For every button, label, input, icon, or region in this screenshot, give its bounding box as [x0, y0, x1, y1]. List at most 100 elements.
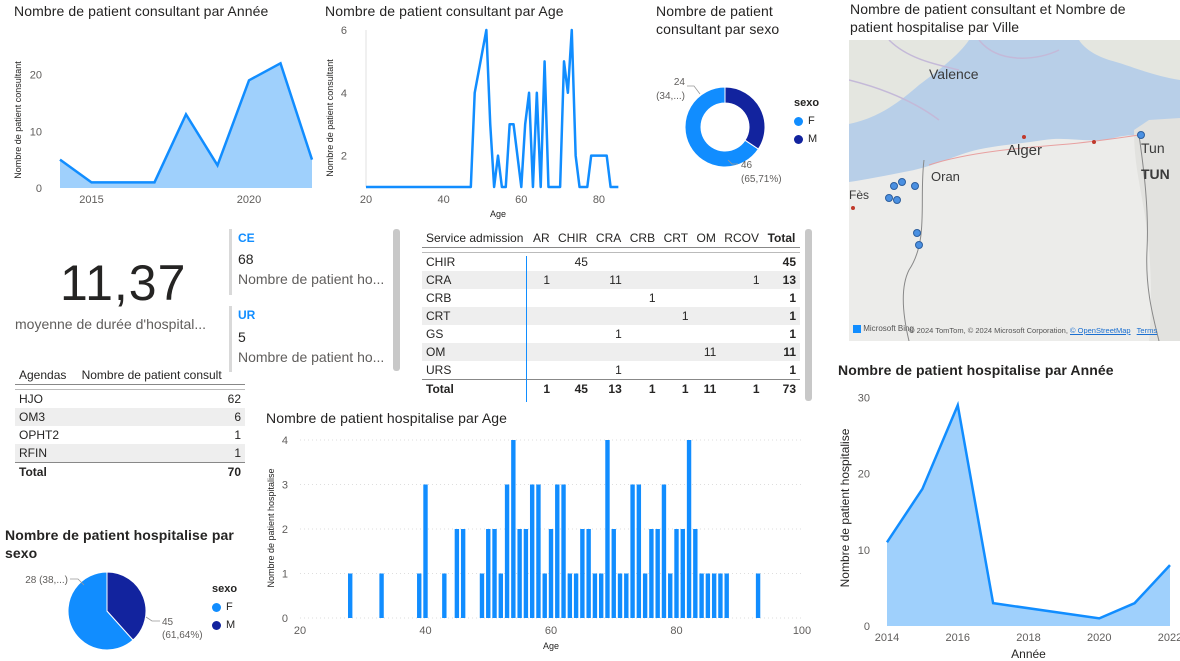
chart-title-hosp-age: Nombre de patient hospitalise par Age: [266, 410, 508, 426]
map-bubbles[interactable]: [849, 40, 1180, 341]
legend-label-m: M: [808, 133, 818, 145]
matrix-column-header[interactable]: RCOV: [724, 231, 759, 245]
data-label: (34,...): [656, 91, 685, 102]
leader-line: [145, 616, 160, 622]
tick-label: 40: [438, 194, 450, 206]
table-row[interactable]: OM 11 11: [422, 343, 800, 361]
table-row[interactable]: OM3 6: [15, 408, 245, 426]
matrix-cell: [626, 253, 660, 272]
matrix-column-header[interactable]: Total: [767, 231, 796, 245]
matrix-total-cell: 1: [543, 382, 551, 396]
bar: [498, 573, 503, 618]
bar: [580, 529, 585, 618]
tick-label: 60: [545, 625, 557, 637]
card-value-ce: 68: [238, 251, 254, 267]
axis-title: Nombre de patient consultant: [13, 61, 23, 179]
matrix-cell: [693, 325, 721, 343]
agendas-header[interactable]: Nombre de patient consult: [81, 368, 222, 382]
matrix-column-header[interactable]: CHIR: [558, 231, 588, 245]
tick-label: 2: [341, 151, 347, 163]
matrix-cell: 1: [789, 291, 796, 305]
matrix-column-header[interactable]: CRB: [629, 231, 656, 245]
hosp-age-bar-chart[interactable]: 0 1 2 3 4 20 40 60 80 100 Age Nombre de patient hos…: [262, 428, 812, 658]
table-row[interactable]: CRB 1 1: [422, 289, 800, 307]
bar: [674, 529, 679, 618]
matrix-cell: [529, 361, 554, 380]
bar: [573, 573, 579, 618]
matrix-cell: [659, 271, 693, 289]
matrix-cell: 1: [789, 363, 796, 377]
hosp-annee-area-chart[interactable]: 0 10 20 30 2014 2016 2018 2020 2022 Année Nombre d…: [834, 380, 1180, 661]
matrix-cell: [554, 271, 592, 289]
matrix-column-header[interactable]: CRA: [595, 231, 622, 245]
bar: [724, 573, 729, 618]
matrix-cell: [529, 325, 554, 343]
matrix-row-header: GS: [426, 327, 444, 341]
table-row[interactable]: GS 1 1: [422, 325, 800, 343]
cards-scrollbar[interactable]: [393, 229, 400, 371]
matrix-cell: 1: [763, 307, 800, 325]
table-row[interactable]: CHIR 45 45: [422, 253, 800, 272]
service-admission-matrix: Service admission AR CHIR CRA CRB CRT OM RCOV To…: [422, 229, 800, 398]
axis-title: Nombre de patient consultant: [325, 59, 335, 177]
matrix-row-header: URS: [426, 363, 452, 377]
matrix-column-header[interactable]: AR: [532, 231, 550, 245]
bar: [442, 573, 447, 618]
table-row[interactable]: CRA 1 11 1 13: [422, 271, 800, 289]
map-city-label: Tun: [1141, 140, 1165, 156]
legend-dot-f: [794, 116, 803, 126]
terms-link[interactable]: Terms: [1136, 326, 1158, 335]
chart-title-map: Nombre de patient consultant et Nombre d…: [850, 1, 1126, 35]
axis-title: Nombre de patient hospitalise: [838, 428, 852, 587]
matrix-cell: [720, 253, 763, 272]
tick-label: 20: [30, 70, 42, 82]
leader-line: [727, 159, 738, 165]
pie-slice: [724, 86, 766, 150]
legend-item-f[interactable]: F: [212, 601, 237, 613]
map-bubble: [911, 182, 919, 190]
bar: [479, 573, 485, 618]
legend-item-m[interactable]: M: [794, 133, 819, 145]
legend-label-m: M: [226, 619, 236, 631]
legend-item-f[interactable]: F: [794, 115, 819, 127]
matrix-row-header: CRB: [426, 291, 452, 305]
hosp-sexo-pie-chart[interactable]: 28 (38,...) 45 (61,64%): [0, 565, 210, 661]
matrix-cell: [625, 343, 660, 361]
matrix-cell: [528, 343, 555, 361]
matrix-cell: [554, 307, 592, 325]
table-row[interactable]: OPHT2 1: [15, 426, 245, 444]
bar: [460, 529, 466, 618]
osm-link[interactable]: © OpenStreetMap: [1070, 326, 1131, 335]
city-map[interactable]: Valence Alger Oran Tun TUN Fès Microsoft…: [849, 40, 1180, 341]
tick-label: 100: [793, 625, 811, 637]
map-attribution: © 2024 TomTom, © 2024 Microsoft Corporat…: [909, 326, 1157, 335]
agendas-header[interactable]: Agendas: [19, 368, 67, 382]
table-row[interactable]: HJO 62: [15, 390, 245, 409]
consult-age-line-chart[interactable]: 2 4 6 20 40 60 80 Age Nombre de patient consulta…: [320, 22, 640, 222]
data-label: 28 (38,...): [25, 575, 68, 586]
table-row[interactable]: CRT 1 1: [422, 307, 800, 325]
bar: [642, 573, 648, 618]
agenda-total-label: Total: [19, 465, 47, 479]
matrix-header-row: Service admission AR CHIR CRA CRB CRT OM RCOV To…: [422, 229, 800, 248]
matrix-column-header[interactable]: CRT: [663, 231, 689, 245]
matrix-scrollbar[interactable]: [805, 229, 812, 401]
table-row[interactable]: URS 1 1: [422, 361, 800, 380]
matrix-cell: [660, 325, 693, 343]
bar: [686, 440, 692, 618]
matrix-cell: [720, 343, 764, 361]
tick-label: 20: [294, 625, 306, 637]
tick-label: 2: [282, 524, 288, 536]
legend-label-f: F: [808, 115, 815, 127]
bar: [567, 573, 573, 618]
consult-sexo-donut-chart[interactable]: 24 (34,...) 46 (65,71%): [650, 60, 840, 200]
matrix-cell: [692, 271, 721, 289]
consult-annee-area-chart[interactable]: 0 10 20 2015 2020 Nombre de patient consultan…: [0, 22, 320, 212]
legend-item-m[interactable]: M: [212, 619, 237, 631]
table-row[interactable]: RFIN 1: [15, 444, 245, 463]
matrix-cell: [660, 361, 693, 380]
map-bubble: [913, 229, 921, 237]
matrix-column-header[interactable]: OM: [696, 231, 716, 245]
matrix-column-header[interactable]: Service admission: [426, 231, 524, 245]
matrix-total-cell: 1: [752, 382, 760, 396]
